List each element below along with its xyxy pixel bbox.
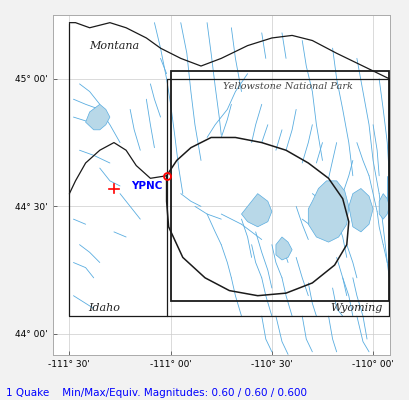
Polygon shape <box>241 194 271 227</box>
Polygon shape <box>85 104 110 130</box>
Bar <box>170 71 388 301</box>
Polygon shape <box>275 237 291 260</box>
Text: YPNC: YPNC <box>131 181 162 191</box>
Polygon shape <box>378 194 388 219</box>
Text: 1 Quake    Min/Max/Equiv. Magnitudes: 0.60 / 0.60 / 0.600: 1 Quake Min/Max/Equiv. Magnitudes: 0.60 … <box>6 388 306 398</box>
Text: Yellowstone National Park: Yellowstone National Park <box>222 82 352 91</box>
Polygon shape <box>348 188 372 232</box>
Polygon shape <box>308 181 348 242</box>
Text: Montana: Montana <box>89 41 139 51</box>
Text: Idaho: Idaho <box>88 304 119 314</box>
Text: Wyoming: Wyoming <box>330 304 382 314</box>
